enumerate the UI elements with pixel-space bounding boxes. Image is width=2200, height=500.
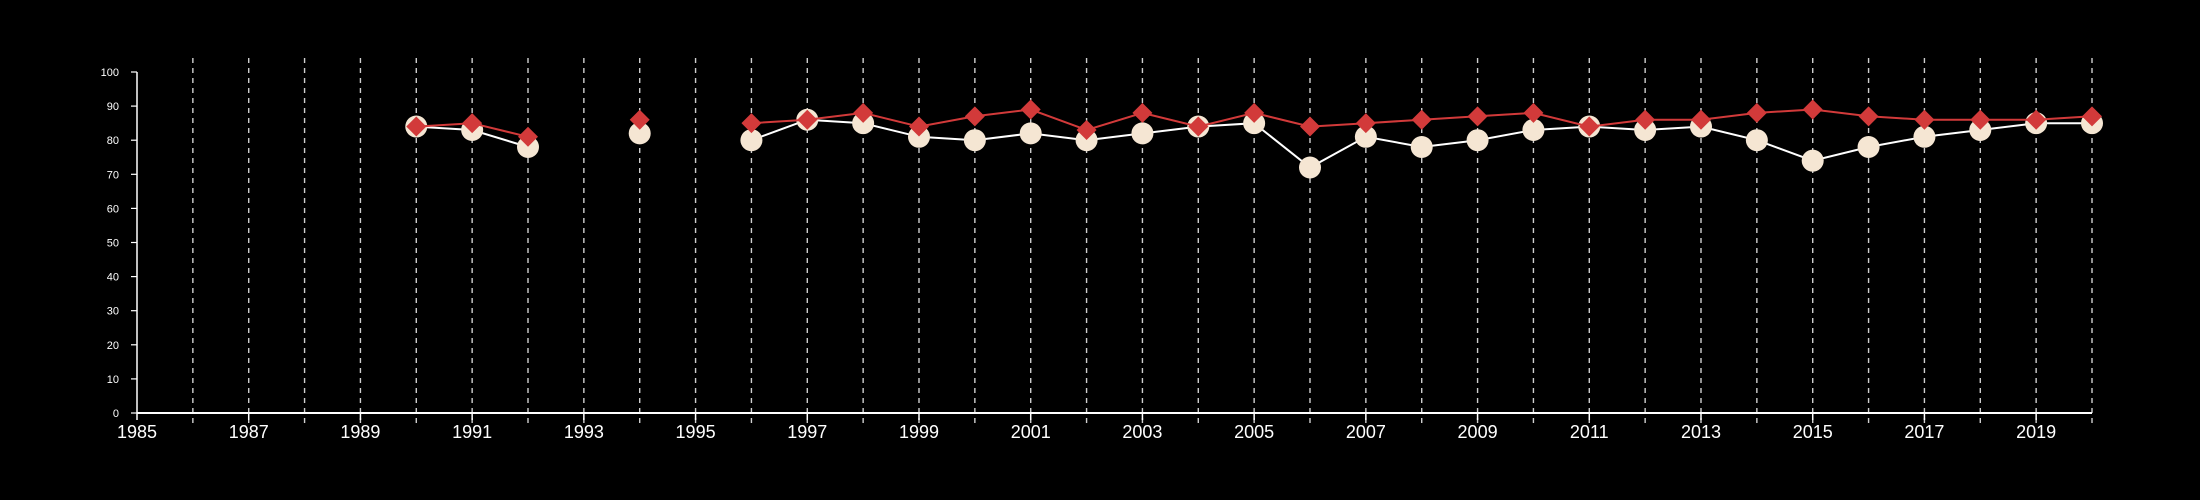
x-tick-label-1999: 1999 xyxy=(899,422,939,442)
diamond-point-2014 xyxy=(1746,102,1767,123)
circle-point-2001 xyxy=(1019,122,1042,145)
x-tick-label-2001: 2001 xyxy=(1011,422,1051,442)
diamond-point-2009 xyxy=(1467,106,1488,127)
diamond-point-2008 xyxy=(1411,109,1432,130)
circle-point-2012 xyxy=(1634,118,1657,141)
diamond-point-1990 xyxy=(406,116,427,137)
y-tick-label-40: 40 xyxy=(107,272,119,284)
diamond-point-1992 xyxy=(518,126,538,147)
y-tick-label-100: 100 xyxy=(101,67,119,79)
diamond-point-2001 xyxy=(1020,99,1041,120)
diamond-point-2005 xyxy=(1244,102,1265,123)
y-tick-label-90: 90 xyxy=(107,101,119,113)
x-tick-label-1997: 1997 xyxy=(787,422,827,442)
y-tick-label-30: 30 xyxy=(107,306,119,318)
y-tick-label-80: 80 xyxy=(107,135,119,147)
x-tick-label-1995: 1995 xyxy=(676,422,716,442)
diamond-point-2015 xyxy=(1802,99,1823,120)
diamond-point-1997 xyxy=(797,109,818,130)
circle-point-2006 xyxy=(1299,156,1321,179)
circle-point-2014 xyxy=(1745,129,1768,152)
diamond-point-2012 xyxy=(1635,109,1656,130)
diamond-point-2006 xyxy=(1300,116,1320,137)
circle-point-2000 xyxy=(963,129,986,152)
diamond-point-1998 xyxy=(853,102,874,123)
diamond-point-2017 xyxy=(1914,109,1935,130)
circle-point-1994 xyxy=(628,122,651,145)
x-tick-label-2017: 2017 xyxy=(1904,422,1944,442)
circle-point-2005 xyxy=(1243,112,1266,135)
circle-point-2008 xyxy=(1410,136,1433,159)
circle-point-2002 xyxy=(1075,129,1098,152)
x-tick-label-2011: 2011 xyxy=(1570,422,1609,442)
x-tick-label-2009: 2009 xyxy=(1458,422,1498,442)
series-1-diamond xyxy=(406,99,2102,147)
x-tick-label-2013: 2013 xyxy=(1681,422,1721,442)
diamond-point-2019 xyxy=(2026,109,2047,130)
circle-point-2003 xyxy=(1131,122,1154,145)
diamond-point-2002 xyxy=(1076,119,1097,140)
y-tick-label-60: 60 xyxy=(107,203,119,215)
circle-point-2015 xyxy=(1801,149,1824,172)
diamond-point-2010 xyxy=(1523,102,1544,123)
diamond-point-2003 xyxy=(1132,102,1153,123)
circle-point-2009 xyxy=(1466,129,1489,152)
x-tick-label-2019: 2019 xyxy=(2016,422,2056,442)
series-layer xyxy=(405,99,2103,179)
diamond-point-2013 xyxy=(1691,109,1711,130)
circle-point-1992 xyxy=(517,136,539,159)
diamond-point-2018 xyxy=(1970,109,1991,130)
diamond-point-2007 xyxy=(1355,113,1376,134)
circle-point-2010 xyxy=(1522,118,1545,141)
diamond-point-2020 xyxy=(2082,106,2102,127)
x-tick-label-2007: 2007 xyxy=(1346,422,1386,442)
y-tick-label-0: 0 xyxy=(113,408,119,420)
diamond-point-1991 xyxy=(462,113,483,134)
x-tick-label-2005: 2005 xyxy=(1234,422,1274,442)
x-tick-label-1985: 1985 xyxy=(117,422,157,442)
diamond-point-2011 xyxy=(1579,116,1600,137)
circle-point-2018 xyxy=(1969,118,1992,141)
circle-point-2007 xyxy=(1354,125,1377,148)
circle-point-2017 xyxy=(1913,125,1936,148)
circle-point-1999 xyxy=(908,125,930,148)
circle-point-1998 xyxy=(852,112,875,135)
diamond-point-1996 xyxy=(741,113,762,134)
y-tick-label-10: 10 xyxy=(107,374,119,386)
x-tick-label-1991: 1991 xyxy=(452,422,492,442)
tick-layer: 0 10 20 30 40 50 60 70 80 90 100 1985 1987 1989 1991 19… xyxy=(101,67,2057,442)
circle-point-2016 xyxy=(1857,136,1880,159)
diamond-point-2000 xyxy=(964,106,985,127)
x-tick-label-2003: 2003 xyxy=(1122,422,1162,442)
x-tick-label-1989: 1989 xyxy=(340,422,380,442)
y-tick-label-20: 20 xyxy=(107,340,119,352)
y-tick-label-70: 70 xyxy=(107,169,119,181)
diamond-point-1994 xyxy=(629,109,650,130)
x-tick-label-1993: 1993 xyxy=(564,422,604,442)
diamond-point-2016 xyxy=(1858,106,1879,127)
diamond-point-2004 xyxy=(1188,116,1209,137)
x-tick-label-1987: 1987 xyxy=(229,422,269,442)
circle-point-1996 xyxy=(740,129,763,152)
diamond-point-1999 xyxy=(909,116,929,137)
y-tick-label-50: 50 xyxy=(107,238,119,250)
x-tick-label-2015: 2015 xyxy=(1793,422,1833,442)
